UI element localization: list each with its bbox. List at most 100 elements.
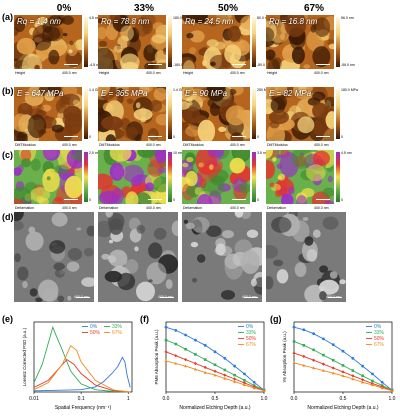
chart-e-ylabel: Lorentz Corrected PSD (a.u.)	[22, 327, 27, 386]
row_a-colorbar-2	[252, 17, 256, 67]
chart-f-series-3-point-1	[174, 361, 178, 365]
row_c-scale-label-0: 400.0 nm	[62, 206, 77, 210]
row_a-scalebar-0	[64, 64, 78, 65]
chart-f-series-3-point-5	[213, 373, 217, 377]
row_b-value-0: E = 647 MPa	[17, 89, 64, 98]
row_a-caption-1: Height	[99, 71, 110, 75]
row_a-colorbar-max-3: 56.0 nm	[341, 16, 354, 20]
row_a-colorbar-3	[336, 17, 340, 67]
row_a-caption-3: Height	[267, 71, 278, 75]
chart-g-series-1-point-4	[331, 358, 335, 362]
row_a-colorbar-min-2: -80.0 nm	[257, 63, 271, 67]
chart-f-series-1-point-0	[164, 338, 168, 342]
row_d-image-1	[98, 212, 178, 302]
chart-g-series-1-point-8	[371, 379, 374, 383]
chart-g-legend-label-1: 33%	[374, 330, 385, 336]
row_b-value-1: E = 365 MPa	[101, 89, 148, 98]
chart-g-series-1-point-6	[351, 369, 355, 372]
row_d-scale-label-3: 400.0 nm	[326, 295, 341, 299]
row_c-scale-label-2: 400.0 nm	[230, 206, 245, 210]
row_b-colorbar-2	[252, 89, 256, 139]
row_b-scale-label-0: 400.0 nm	[62, 143, 77, 147]
chart-f-series-0-point-6	[223, 356, 227, 360]
row_d-scalebar-1	[160, 297, 174, 298]
chart-f-series-0-point-1	[174, 329, 178, 332]
chart-e-psd: 0.01 0.1 1 Spatial Frequency (nm⁻¹) Lorentz …	[22, 321, 133, 411]
chart-e-legend-label-1: 33%	[112, 324, 123, 330]
row_a-value-3: Rq = 16.8 nm	[269, 17, 318, 26]
chart-f-legend-label-1: 33%	[246, 330, 257, 336]
row_a-image-0: Rq = 1.4 nm	[14, 15, 82, 69]
row_c-colorbar-min-0: 0	[89, 198, 91, 202]
chart-g-series-2-point-0	[292, 351, 296, 355]
row_d-image-3	[266, 212, 346, 302]
chart-g-series-1-point-1	[302, 344, 306, 347]
row_c-scale-label-3: 400.0 nm	[314, 206, 329, 210]
chart-g-xtick-label-1: 0.5	[340, 396, 347, 402]
row_c-colorbar-2	[252, 152, 256, 202]
chart-e-xtick-label-1: 0.1	[78, 396, 85, 402]
chart-g-series-2-point-1	[302, 354, 306, 358]
chart-g-series-0-point-3	[322, 337, 325, 341]
row_b-colorbar-min-1: 0	[173, 135, 175, 139]
row_a-image-3: Rq = 16.8 nm	[266, 15, 334, 69]
chart-f-legend-label-2: 50%	[246, 336, 257, 342]
row_b-scale-label-1: 400.0 nm	[146, 143, 161, 147]
row_a-colorbar-min-0: -4.5 nm	[89, 63, 101, 67]
row_b-colorbar-1	[168, 89, 172, 139]
chart-f-series-1-point-4	[203, 358, 207, 361]
row_c-colorbar-0	[84, 152, 88, 202]
chart-e-series-1-line	[33, 325, 131, 393]
chart-f-series-3-point-9	[252, 386, 256, 390]
chart-g-series-3-point-8	[370, 383, 374, 387]
row_a-scalebar-2	[232, 64, 246, 65]
chart-g-series-3-point-1	[302, 363, 306, 367]
row_c-colorbar-max-2: 3.5 nm	[257, 151, 268, 155]
chart-f-series-3-point-0	[164, 359, 168, 363]
chart-g-series-3-point-9	[380, 386, 384, 390]
chart-g-series-2-point-5	[341, 370, 345, 374]
row_b-scale-label-2: 400.0 nm	[230, 143, 245, 147]
chart-f-series-1-point-1	[174, 342, 178, 346]
row_a-caption-2: Height	[183, 71, 194, 75]
row_c-scale-label-1: 400.0 nm	[146, 206, 161, 210]
row_d-scalebar-2	[244, 297, 258, 298]
chart-f-series-1-point-6	[223, 368, 227, 372]
row_c-caption-2: Deformation	[183, 206, 203, 210]
chart-f-series-0-point-4	[203, 343, 207, 347]
row-label-e: (e)	[2, 314, 13, 324]
chart-f-series-3-point-7	[233, 380, 237, 383]
column-title-0: 0%	[56, 3, 72, 14]
row_a-value-1: Rq = 78.8 nm	[101, 17, 150, 26]
chart-g-series-3-point-2	[312, 366, 316, 370]
chart-f-series-3-point-2	[184, 364, 188, 368]
chart-f-series-1-point-5	[213, 363, 217, 367]
column-title-50: 50%	[217, 3, 238, 14]
row_a-value-2: Rq = 24.5 nm	[185, 17, 234, 26]
row_c-colorbar-max-0: 2.5 nm	[89, 151, 100, 155]
row_a-caption-0: Height	[15, 71, 26, 75]
chart-e-series-2-line	[33, 359, 131, 393]
chart-f-series-2-point-2	[184, 357, 188, 362]
row_b-scalebar-0	[64, 136, 78, 137]
chart-g-series-0-point-5	[341, 349, 345, 353]
row_d-image-2	[182, 212, 262, 302]
chart-f-series-1-point-7	[233, 373, 236, 377]
row_a-scalebar-1	[148, 64, 162, 65]
row_a-scalebar-3	[316, 64, 330, 65]
row_b-colorbar-min-3: 0	[341, 135, 343, 139]
chart-g-series-1-point-5	[341, 364, 345, 367]
chart-g-xtick-label-0: 0.0	[291, 396, 298, 402]
row_d-scalebar-0	[76, 297, 90, 298]
row-label-a: (a)	[2, 12, 13, 22]
chart-f-pm6: 0.0 0.5 1.0 Normalized Etching Depth (a.u.)…	[154, 321, 268, 411]
row_c-caption-0: Deformation	[15, 206, 35, 210]
row_c-image-2	[182, 150, 250, 204]
row_c-colorbar-min-3: 0	[341, 198, 343, 202]
chart-f-series-0-point-9	[252, 380, 256, 384]
row_b-colorbar-min-2: 0	[257, 135, 259, 139]
chart-g-series-0-point-0	[292, 325, 296, 329]
chart-f-series-0-point-3	[194, 338, 197, 342]
chart-g-series-2-point-4	[331, 366, 335, 370]
row_b-colorbar-3	[336, 89, 340, 139]
